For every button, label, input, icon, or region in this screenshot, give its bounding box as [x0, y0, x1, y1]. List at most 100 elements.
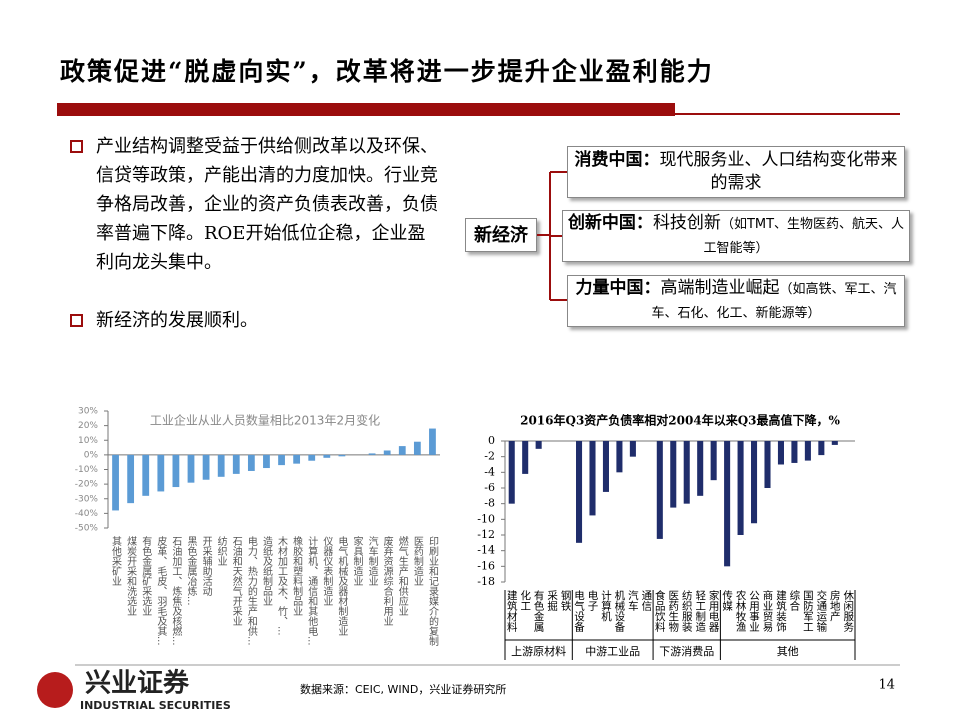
y-tick-label: -8 [484, 497, 495, 510]
x-tick-label: 商业贸易 [762, 589, 774, 633]
x-tick-label: 纺织服装 [681, 589, 693, 633]
bar [293, 454, 301, 464]
x-tick-label: 医药生物 [667, 590, 679, 633]
bar [831, 441, 838, 445]
x-tick-label: 房地产 [829, 589, 841, 622]
bar [172, 454, 180, 488]
y-tick-label: -20% [75, 480, 99, 490]
x-tick-label: 废弃资源综合利用业 [381, 535, 393, 626]
branch-body: 高端制造业崛起 [660, 278, 780, 298]
bar [338, 454, 346, 457]
x-tick-label: 电气设备 [573, 589, 585, 633]
x-tick-label: 橡胶和塑料制品业 [291, 535, 303, 616]
bullet: 新经济的发展顺利。 [70, 306, 440, 335]
branch-note: （如TMT、生物医药、航天、人工智能等） [703, 217, 905, 256]
logo-icon [37, 672, 73, 708]
branch-node: 创新中国：科技创新（如TMT、生物医药、航天、人工智能等） [562, 210, 910, 262]
branch-head: 创新中国： [567, 213, 653, 233]
x-tick-label: 仪器仪表制造业 [321, 536, 333, 606]
chart-title: 2016年Q3资产负债率相对2004年以来Q3最高值下降，% [520, 413, 840, 428]
y-tick-label: -6 [484, 481, 495, 494]
bar [602, 441, 609, 492]
bar [791, 441, 798, 463]
bar [764, 441, 771, 488]
x-tick-label: 汽车 [627, 589, 639, 612]
y-tick-label: -50% [75, 524, 99, 534]
y-tick-label: -10 [477, 512, 495, 525]
x-tick-label: 电力、热力的生产和供... [245, 535, 257, 646]
group-label: 上游原材料 [511, 644, 566, 658]
x-tick-label: 传媒 [721, 590, 733, 612]
bar [157, 454, 165, 492]
x-tick-label: 综合 [788, 589, 800, 612]
x-tick-label: 家用电器 [708, 589, 720, 633]
y-tick-label: 10% [78, 436, 98, 446]
bar [656, 441, 663, 539]
bar [629, 441, 636, 457]
x-tick-label: 电子 [587, 589, 599, 611]
bar [737, 441, 744, 535]
branch-text: 创新中国：科技创新（如TMT、生物医药、航天、人工智能等） [563, 212, 909, 260]
title-rule [675, 113, 900, 115]
bar [142, 454, 150, 496]
x-tick-label: 休闲服务 [842, 590, 854, 633]
x-tick-label: 化工 [519, 589, 531, 611]
branch-text: 力量中国：高端制造业崛起（如高铁、军工、汽车、石化、化工、新能源等） [568, 277, 904, 325]
x-tick-label: 轻工制造 [694, 589, 706, 632]
y-tick-label: -2 [484, 450, 495, 463]
branch-head: 力量中国： [575, 278, 661, 298]
branch-body: 现代服务业、人口结构变化带来的需求 [659, 150, 898, 193]
branch-body: 科技创新 [652, 213, 721, 233]
bar [576, 441, 583, 543]
x-tick-label: 计算机、通信和其他电... [306, 535, 318, 646]
bar [670, 441, 677, 508]
bar [202, 454, 210, 480]
x-tick-label: 开采辅助活动 [200, 536, 212, 597]
y-tick-label: -12 [477, 528, 495, 541]
bar [368, 453, 376, 455]
logo-en: INDUSTRIAL SECURITIES [80, 699, 231, 712]
bar [308, 454, 316, 461]
bar [508, 441, 515, 504]
branch-node: 力量中国：高端制造业崛起（如高铁、军工、汽车、石化、化工、新能源等） [567, 275, 905, 327]
y-tick-label: 20% [78, 421, 98, 431]
bar [804, 441, 811, 461]
x-tick-label: 纺织业 [215, 535, 227, 566]
branch-head: 消费中国： [574, 150, 660, 170]
bar [232, 454, 240, 474]
x-tick-label: 电气机械及器材制造业 [336, 535, 348, 636]
y-tick-label: -4 [484, 465, 495, 478]
x-tick-label: 机械设备 [613, 589, 625, 633]
bar [710, 441, 717, 481]
root-node: 新经济 [465, 218, 537, 252]
bar [278, 454, 285, 466]
x-tick-label: 农林牧渔 [735, 589, 747, 633]
x-tick-label: 有色金属矿采选业 [140, 535, 152, 616]
x-tick-label: 木材加工及木、竹、... [276, 536, 288, 636]
bar [112, 454, 119, 511]
y-tick-label: -16 [477, 559, 495, 572]
x-tick-label: 其他采矿业 [110, 536, 122, 586]
bullet: 产业结构调整受益于供给侧改革以及环保、信贷等政策，产能出清的力度加快。行业竞争格… [70, 132, 440, 277]
x-tick-label: 石油和天然气开采业 [230, 536, 242, 626]
bar [535, 441, 542, 449]
bar [683, 441, 690, 504]
bar [263, 454, 270, 469]
bar [724, 441, 731, 567]
slide-title: 政策促进“脱虚向实”，改革将进一步提升企业盈利能力 [60, 57, 714, 86]
x-tick-label: 有色金属 [533, 589, 545, 633]
group-label: 中游工业品 [585, 645, 640, 658]
bar [751, 441, 758, 524]
bar [323, 454, 331, 458]
x-tick-label: 皮革、毛皮、羽毛及其... [155, 535, 167, 646]
bar [127, 454, 135, 504]
x-tick-label: 汽车制造业 [366, 535, 378, 586]
branch-node: 消费中国：现代服务业、人口结构变化带来的需求 [567, 146, 905, 198]
bar [589, 441, 596, 516]
x-tick-label: 计算机 [600, 589, 612, 622]
x-tick-label: 家具制造业 [351, 535, 363, 586]
x-tick-label: 食品饮料 [654, 589, 666, 633]
x-tick-label: 煤炭开采和洗选业 [125, 535, 137, 616]
bar [413, 441, 421, 455]
y-tick-label: -14 [477, 544, 495, 557]
